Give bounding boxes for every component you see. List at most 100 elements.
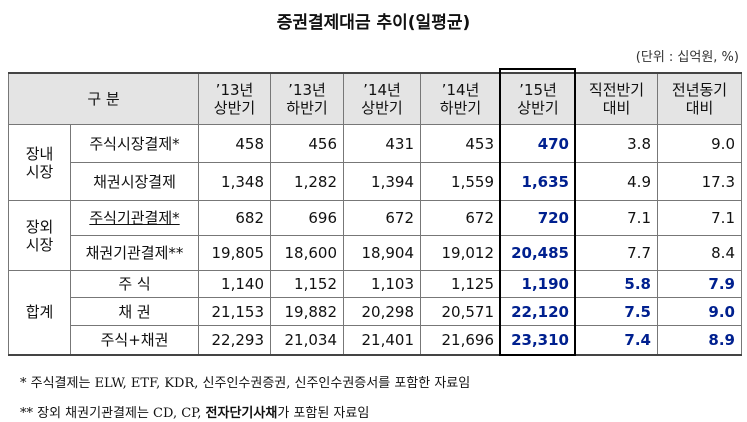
text-line: 장외 xyxy=(25,217,54,236)
text-line: 시장 xyxy=(25,235,54,254)
value-cell: 7.5 xyxy=(575,297,658,326)
row-label: 주 식 xyxy=(70,270,199,298)
value-cell: 7.1 xyxy=(575,200,658,236)
value-cell: 7.1 xyxy=(657,200,742,236)
value-cell: 458 xyxy=(198,124,271,163)
header-cell: 구 분 xyxy=(8,72,199,125)
footnote-text: 전자단기사채 xyxy=(205,406,278,421)
value-cell: 22,293 xyxy=(198,325,271,355)
text-line: ’13년 xyxy=(288,81,326,99)
title: 증권결제대금 추이(일평균) xyxy=(276,13,471,33)
header-cell: ’13년 하반기 xyxy=(270,72,344,125)
unit-note: (단위 : 십억원, %) xyxy=(635,50,739,65)
value-cell: 9.0 xyxy=(657,297,742,326)
value-cell: 1,348 xyxy=(198,162,271,201)
value-cell: 7.7 xyxy=(575,235,658,271)
value-cell: 453 xyxy=(420,124,501,163)
footnote-text: * 주식결제는 ELW, ETF, KDR, 신주인수권증권, 신주인수권증서를… xyxy=(20,376,471,391)
group-label: 장내 시장 xyxy=(8,124,71,201)
value-cell: 7.9 xyxy=(657,270,742,298)
value-cell: 1,125 xyxy=(420,270,501,298)
value-cell: 22,120 xyxy=(500,297,576,326)
value-cell: 1,140 xyxy=(198,270,271,298)
header-cell: ’14년 하반기 xyxy=(420,72,501,125)
value-cell: 431 xyxy=(343,124,421,163)
text-line: ’14년 xyxy=(441,81,480,99)
value-cell: 20,571 xyxy=(420,297,501,326)
value-cell: 20,485 xyxy=(500,235,576,271)
value-cell: 8.9 xyxy=(657,325,742,355)
value-cell: 1,190 xyxy=(500,270,576,298)
group-label: 합계 xyxy=(8,270,71,355)
header-cell: 전년동기 대비 xyxy=(657,72,742,125)
text-line: ’15년 xyxy=(519,81,557,99)
data-row: 채권기관결제** 19,805 18,600 18,904 19,012 20,485 7.… xyxy=(9,235,742,271)
value-cell: 21,153 xyxy=(198,297,271,326)
data-row: 장내 시장 주식시장결제* 458 456 431 453 470 3.8 9.0 xyxy=(8,124,742,201)
value-cell: 1,282 xyxy=(270,162,344,201)
footnote-text: ** 장외 채권기관결제는 CD, CP, xyxy=(20,406,206,421)
header-cell: ’13년 상반기 xyxy=(198,72,271,125)
value-cell: 20,298 xyxy=(343,297,421,326)
value-cell: 21,696 xyxy=(420,325,501,355)
value-cell: 470 xyxy=(500,124,576,163)
value-cell: 672 xyxy=(420,200,501,236)
row-label: 주식기관결제* xyxy=(70,200,199,236)
value-cell: 1,559 xyxy=(420,162,501,201)
value-cell: 18,904 xyxy=(343,235,421,271)
footnote: ** 장외 채권기관결제는 CD, CP, 전자단기사채가 포함된 자료임 xyxy=(20,402,369,421)
header-cell: ’14년 상반기 xyxy=(343,72,421,125)
header-row: 구 분 ’13년 상반기 ’13년 하반기 ’14년 상반기 ’14년 하반기 ’15년 상반기 직전… xyxy=(8,72,742,125)
group-label: 장외 시장 xyxy=(8,200,71,271)
header-cell: 직전반기 대비 xyxy=(575,72,658,125)
value-cell: 1,394 xyxy=(343,162,421,201)
value-cell: 21,401 xyxy=(343,325,421,355)
footnote-text: 가 포함된 자료임 xyxy=(277,406,370,421)
data-row: 채권시장결제 1,348 1,282 1,394 1,559 1,635 4.9 17.3 xyxy=(9,162,742,201)
value-cell: 696 xyxy=(270,200,344,236)
text-line: ’14년 xyxy=(363,81,401,99)
row-label: 주식+채권 xyxy=(70,325,199,355)
data-row: 합계 주 식 1,140 1,152 1,103 1,125 1,190 5.8 7.9 xyxy=(8,270,742,355)
text-line: 하반기 xyxy=(286,99,328,117)
header-cell: ’15년 상반기 xyxy=(500,72,576,125)
text-line: 하반기 xyxy=(439,99,482,117)
row-label: 채권시장결제 xyxy=(70,162,199,201)
text-line: 직전반기 xyxy=(588,81,645,99)
value-cell: 9.0 xyxy=(657,124,742,163)
value-cell: 1,103 xyxy=(343,270,421,298)
text-line: 전년동기 xyxy=(671,81,728,99)
value-cell: 672 xyxy=(343,200,421,236)
value-cell: 21,034 xyxy=(270,325,344,355)
text-line: 장내 xyxy=(25,144,54,163)
value-cell: 5.8 xyxy=(575,270,658,298)
text-line: 상반기 xyxy=(517,99,559,117)
value-cell: 1,152 xyxy=(270,270,344,298)
text-line: 상반기 xyxy=(361,99,403,117)
table: 구 분 ’13년 상반기 ’13년 하반기 ’14년 상반기 ’14년 하반기 ’15년 상반기 직전… xyxy=(8,72,742,356)
data-row: 주식+채권 22,293 21,034 21,401 21,696 23,310 7.4 8.… xyxy=(9,325,742,355)
text-line: 시장 xyxy=(25,162,54,181)
value-cell: 1,635 xyxy=(500,162,576,201)
value-cell: 19,805 xyxy=(198,235,271,271)
text-line: 대비 xyxy=(602,99,631,117)
value-cell: 682 xyxy=(198,200,271,236)
data-row: 장외 시장 주식기관결제* 682 696 672 672 720 7.1 7.1 xyxy=(8,200,742,271)
row-label: 채권기관결제** xyxy=(70,235,199,271)
row-label: 채 권 xyxy=(70,297,199,326)
row-label: 주식시장결제* xyxy=(70,124,199,163)
text-line: 대비 xyxy=(685,99,714,117)
value-cell: 18,600 xyxy=(270,235,344,271)
footnote: * 주식결제는 ELW, ETF, KDR, 신주인수권증권, 신주인수권증서를… xyxy=(20,372,470,391)
value-cell: 3.8 xyxy=(575,124,658,163)
value-cell: 19,012 xyxy=(420,235,501,271)
value-cell: 4.9 xyxy=(575,162,658,201)
value-cell: 23,310 xyxy=(500,325,576,355)
value-cell: 456 xyxy=(270,124,344,163)
value-cell: 19,882 xyxy=(270,297,344,326)
text-line: ’13년 xyxy=(215,81,254,99)
value-cell: 7.4 xyxy=(575,325,658,355)
value-cell: 720 xyxy=(500,200,576,236)
value-cell: 8.4 xyxy=(657,235,742,271)
